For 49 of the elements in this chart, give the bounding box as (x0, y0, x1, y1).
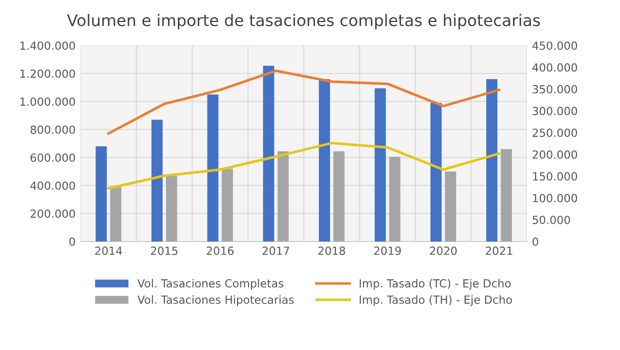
y2-tick-label: 50.000 (532, 216, 570, 224)
chart-title: Volumen e importe de tasaciones completas e hipotecarias (67, 14, 540, 30)
x-tick-label: 2016 (206, 246, 234, 255)
y2-tick-label: 100.000 (533, 194, 578, 202)
x-tick-label: 2019 (374, 246, 401, 255)
legend-label: Imp. Tasado (TC) - Eje Dcho (360, 278, 511, 290)
y-tick-label: 1.200.000 (20, 69, 75, 78)
x-tick-label: 2017 (262, 246, 290, 255)
bar (500, 149, 512, 242)
bar (318, 79, 330, 242)
y2-tick-label: 450.000 (532, 41, 578, 50)
bar (333, 151, 345, 242)
x-tick-label: 2020 (430, 246, 457, 255)
x-tick-label: 2014 (95, 246, 122, 255)
legend-label: Vol. Tasaciones Completas (137, 278, 284, 290)
y-tick-label: 600.000 (30, 153, 75, 162)
line-series (107, 142, 500, 190)
bar (166, 176, 178, 242)
bar (389, 156, 400, 242)
y2-tick-label: 250.000 (532, 128, 578, 137)
x-tick-label: 2021 (486, 246, 512, 255)
y2-tick-label: 0 (532, 237, 538, 246)
line-series (107, 70, 500, 135)
bar (96, 146, 107, 242)
y2-tick-label: 300.000 (532, 106, 578, 116)
bar (110, 186, 122, 242)
bar (263, 66, 274, 242)
y-tick-label: 200.000 (30, 209, 75, 218)
x-tick-label: 2018 (318, 246, 346, 255)
legend-label: Imp. Tasado (TH) - Eje Dcho (360, 295, 512, 306)
bar (207, 94, 218, 242)
bar (444, 172, 456, 242)
legend-label: Vol. Tasaciones Hipotecarias (137, 295, 294, 306)
y2-tick-label: 200.000 (532, 150, 578, 159)
y-tick-label: 1.400.000 (20, 41, 75, 50)
bar (486, 79, 498, 242)
x-tick-label: 2015 (150, 246, 178, 255)
bar (222, 168, 233, 242)
y-tick-label: 800.000 (30, 125, 75, 134)
bar (278, 151, 289, 242)
y2-tick-label: 350.000 (532, 85, 578, 94)
y2-tick-label: 400.000 (532, 63, 578, 72)
y-tick-label: 0 (69, 237, 75, 246)
y2-tick-label: 150.000 (533, 172, 578, 181)
y-tick-label: 1.000.000 (20, 97, 75, 106)
bar (151, 120, 163, 242)
bar (374, 88, 386, 242)
bar (430, 102, 442, 242)
y-tick-label: 400.000 (30, 181, 75, 190)
